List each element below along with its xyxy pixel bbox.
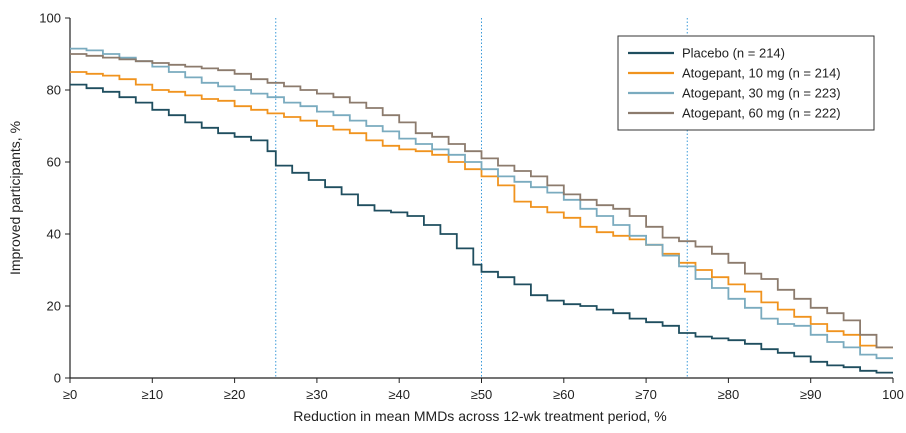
y-tick-label: 60 xyxy=(47,155,61,170)
y-tick-label: 80 xyxy=(47,83,61,98)
x-tick-label: ≥70 xyxy=(635,387,657,402)
x-axis-title: Reduction in mean MMDs across 12-wk trea… xyxy=(293,408,666,424)
y-tick-label: 0 xyxy=(54,371,61,386)
legend-label-0: Placebo (n = 214) xyxy=(682,46,785,61)
y-tick-label: 20 xyxy=(47,299,61,314)
x-tick-label: 100 xyxy=(882,387,904,402)
x-tick-label: ≥10 xyxy=(141,387,163,402)
legend-box xyxy=(617,35,875,131)
series-line-3 xyxy=(70,53,893,349)
legend: Placebo (n = 214) Atogepant, 10 mg (n = 2… xyxy=(617,35,875,131)
x-tick-label: ≥80 xyxy=(718,387,740,402)
y-tick-label: 100 xyxy=(39,11,61,26)
x-tick-label: ≥30 xyxy=(306,387,328,402)
y-axis-ticks: 0 20 40 60 80 100 xyxy=(39,11,70,386)
y-tick-label: 40 xyxy=(47,227,61,242)
x-axis-ticks: ≥0 ≥10 ≥20 ≥30 ≥40 ≥50 ≥60 ≥70 ≥80 ≥90 100 xyxy=(63,378,904,402)
legend-label-3: Atogepant, 60 mg (n = 222) xyxy=(682,106,841,121)
legend-label-2: Atogepant, 30 mg (n = 223) xyxy=(682,86,841,101)
y-axis-title: Improved participants, % xyxy=(7,121,23,275)
x-tick-label: ≥0 xyxy=(63,387,77,402)
x-tick-label: ≥90 xyxy=(800,387,822,402)
x-tick-label: ≥50 xyxy=(471,387,493,402)
legend-label-1: Atogepant, 10 mg (n = 214) xyxy=(682,66,841,81)
x-tick-label: ≥60 xyxy=(553,387,575,402)
series-lines xyxy=(70,47,893,374)
x-tick-label: ≥40 xyxy=(388,387,410,402)
series-line-2 xyxy=(70,47,893,360)
series-line-0 xyxy=(70,83,893,374)
series-line-1 xyxy=(70,71,893,349)
x-tick-label: ≥20 xyxy=(224,387,246,402)
